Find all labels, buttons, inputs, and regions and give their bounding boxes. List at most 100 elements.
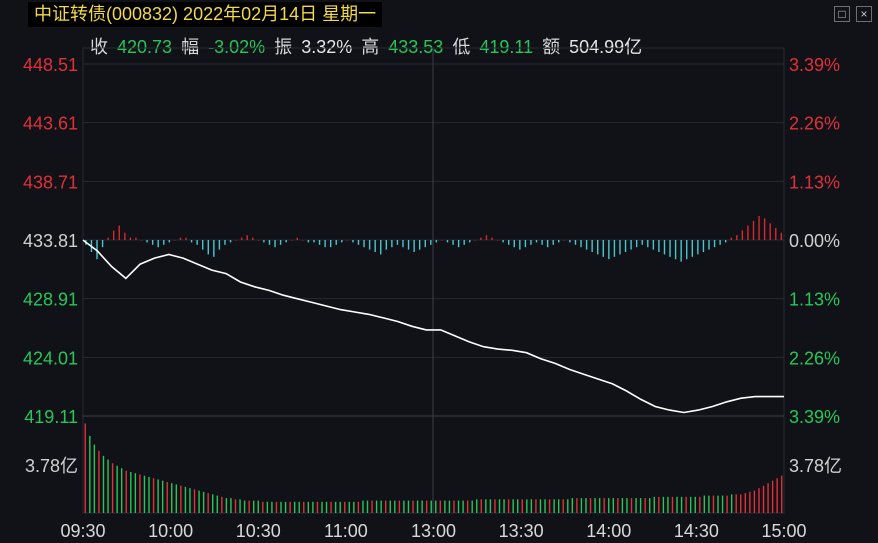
volume-bar xyxy=(462,500,464,513)
volume-bar xyxy=(139,474,141,513)
volume-bar xyxy=(621,498,624,513)
breadth-bar xyxy=(213,240,215,257)
volume-bar xyxy=(735,494,737,513)
change-value: -3.02% xyxy=(208,37,266,57)
breadth-bar xyxy=(591,240,593,252)
volume-bar xyxy=(180,485,182,513)
volume-bar xyxy=(125,470,127,513)
y-tick-label-right: 3.39% xyxy=(789,55,840,75)
volume-bar xyxy=(371,500,373,513)
volume-label-right: 3.78亿 xyxy=(789,456,842,476)
volume-bar xyxy=(662,496,665,513)
volume-bar xyxy=(576,498,578,513)
breadth-bar xyxy=(769,223,771,240)
breadth-bar xyxy=(291,240,293,241)
volume-bar xyxy=(357,501,360,513)
volume-bar xyxy=(107,459,109,513)
breadth-bar xyxy=(686,240,688,260)
breadth-bar xyxy=(240,237,243,240)
volume-bar xyxy=(521,499,523,513)
volume-bar xyxy=(221,496,223,513)
breadth-bar xyxy=(608,240,610,260)
volume-bar xyxy=(143,475,146,513)
volume-bar xyxy=(639,498,642,513)
x-tick-label: 09:30 xyxy=(60,521,105,541)
volume-bar xyxy=(712,495,715,513)
volume-bar xyxy=(202,491,205,513)
breadth-bar xyxy=(530,240,532,245)
close-icon[interactable]: × xyxy=(856,6,872,22)
low-value: 419.11 xyxy=(479,37,534,57)
breadth-bar xyxy=(279,240,282,245)
y-tick-label-right: 0.00% xyxy=(789,231,840,251)
breadth-bar xyxy=(658,240,660,252)
breadth-bar xyxy=(680,240,682,262)
volume-bar xyxy=(239,499,241,513)
volume-bar xyxy=(385,500,387,513)
volume-bar xyxy=(726,495,728,513)
breadth-bar xyxy=(552,240,554,245)
breadth-bar xyxy=(702,240,705,252)
close-value: 420.73 xyxy=(117,37,173,57)
stats-bar: 收 420.73 幅 -3.02% 振 3.32% 高 433.53 低 419… xyxy=(90,34,646,60)
volume-bar xyxy=(480,499,482,513)
volume-bar xyxy=(708,495,710,513)
breadth-bar xyxy=(652,240,655,250)
breadth-bar xyxy=(307,240,310,243)
volume-bar xyxy=(116,465,118,513)
breadth-bar xyxy=(140,240,143,241)
volume-bar xyxy=(430,500,432,513)
breadth-bar xyxy=(736,235,738,240)
volume-bar xyxy=(134,473,137,513)
amount-label: 额 xyxy=(542,37,561,57)
volume-bar xyxy=(234,499,237,513)
volume-bar xyxy=(489,499,492,513)
volume-bar xyxy=(507,499,510,513)
volume-bar xyxy=(444,500,446,513)
breadth-bar xyxy=(624,240,627,252)
volume-bar xyxy=(457,500,460,513)
breadth-bar xyxy=(775,228,777,240)
y-tick-label-right: 1.13% xyxy=(789,290,840,310)
volume-bar xyxy=(207,493,209,513)
breadth-bar xyxy=(635,240,638,248)
breadth-bar xyxy=(491,237,493,240)
breadth-bar xyxy=(724,240,727,243)
volume-bar xyxy=(275,501,278,513)
volume-bar xyxy=(548,499,551,513)
volume-bar xyxy=(703,495,706,513)
breadth-bar xyxy=(202,240,204,250)
volume-bar xyxy=(184,486,187,513)
breadth-bar xyxy=(519,240,521,250)
volume-bar xyxy=(781,475,783,513)
restore-icon[interactable]: □ xyxy=(834,6,850,22)
x-tick-label: 10:00 xyxy=(148,521,193,541)
volume-bar xyxy=(512,499,514,513)
volume-bar xyxy=(193,489,196,513)
volume-bar xyxy=(476,499,478,513)
y-tick-label-right: 3.39% xyxy=(789,407,840,427)
volume-bar xyxy=(598,498,601,513)
breadth-bar xyxy=(457,240,460,248)
breadth-bar xyxy=(747,225,749,240)
breadth-bar xyxy=(613,240,616,257)
chart-title: 中证转债(000832) 2022年02月14日 星期一 xyxy=(28,2,383,27)
breadth-bar xyxy=(179,237,182,240)
volume-bar xyxy=(617,498,619,513)
volume-bar xyxy=(771,480,774,513)
breadth-bar xyxy=(435,240,438,243)
breadth-bar xyxy=(268,240,271,245)
volume-bar xyxy=(753,490,756,513)
volume-bar xyxy=(407,500,410,513)
volume-bar xyxy=(608,498,610,513)
breadth-bar xyxy=(641,240,643,245)
volume-bar xyxy=(453,500,455,513)
volume-bar xyxy=(721,495,724,513)
volume-bar xyxy=(553,499,555,513)
volume-bar xyxy=(366,500,369,513)
volume-bar xyxy=(230,498,232,513)
volume-bar xyxy=(503,499,505,513)
volume-bar xyxy=(535,499,537,513)
volume-bar xyxy=(448,500,451,513)
volume-bar xyxy=(685,496,687,513)
